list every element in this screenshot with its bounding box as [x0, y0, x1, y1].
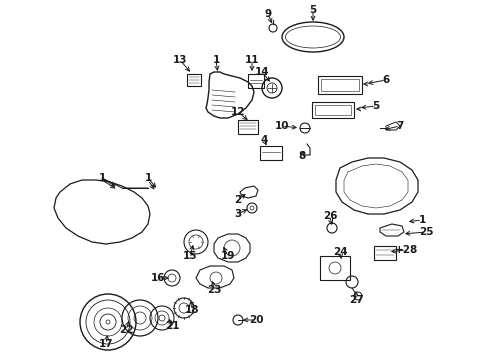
Bar — [318, 76, 362, 94]
Text: 5: 5 — [372, 101, 380, 111]
Text: 23: 23 — [207, 285, 221, 295]
Text: 21: 21 — [165, 321, 179, 331]
Text: 6: 6 — [382, 75, 390, 85]
Text: 12: 12 — [231, 107, 245, 117]
Bar — [260, 146, 282, 160]
Text: 3: 3 — [234, 209, 242, 219]
Bar — [320, 256, 350, 280]
Text: 16: 16 — [151, 273, 165, 283]
Text: 18: 18 — [185, 305, 199, 315]
Text: 1: 1 — [98, 173, 106, 183]
Text: 19: 19 — [221, 251, 235, 261]
Text: 13: 13 — [173, 55, 187, 65]
Text: 20: 20 — [249, 315, 263, 325]
Text: 1: 1 — [145, 173, 151, 183]
Bar — [374, 246, 396, 260]
Text: 9: 9 — [265, 9, 271, 19]
Text: 7: 7 — [396, 121, 404, 131]
Text: 8: 8 — [298, 151, 306, 161]
Text: 11: 11 — [245, 55, 259, 65]
Bar — [187, 74, 201, 86]
Text: 14: 14 — [255, 67, 270, 77]
Bar — [315, 105, 351, 115]
Text: 22: 22 — [119, 325, 133, 335]
Text: 25: 25 — [419, 227, 433, 237]
Text: 5: 5 — [309, 5, 317, 15]
Text: 27: 27 — [349, 295, 363, 305]
Text: 15: 15 — [183, 251, 197, 261]
Text: 17: 17 — [98, 339, 113, 349]
Bar — [248, 74, 264, 88]
Bar — [321, 79, 359, 91]
Bar — [238, 120, 258, 134]
Text: 1: 1 — [418, 215, 426, 225]
Text: 10: 10 — [275, 121, 289, 131]
Text: 4: 4 — [260, 135, 268, 145]
Text: 2: 2 — [234, 195, 242, 205]
Text: 26: 26 — [323, 211, 337, 221]
Text: 24: 24 — [333, 247, 347, 257]
Text: +28: +28 — [394, 245, 417, 255]
Text: 1: 1 — [212, 55, 220, 65]
Bar — [312, 102, 354, 118]
